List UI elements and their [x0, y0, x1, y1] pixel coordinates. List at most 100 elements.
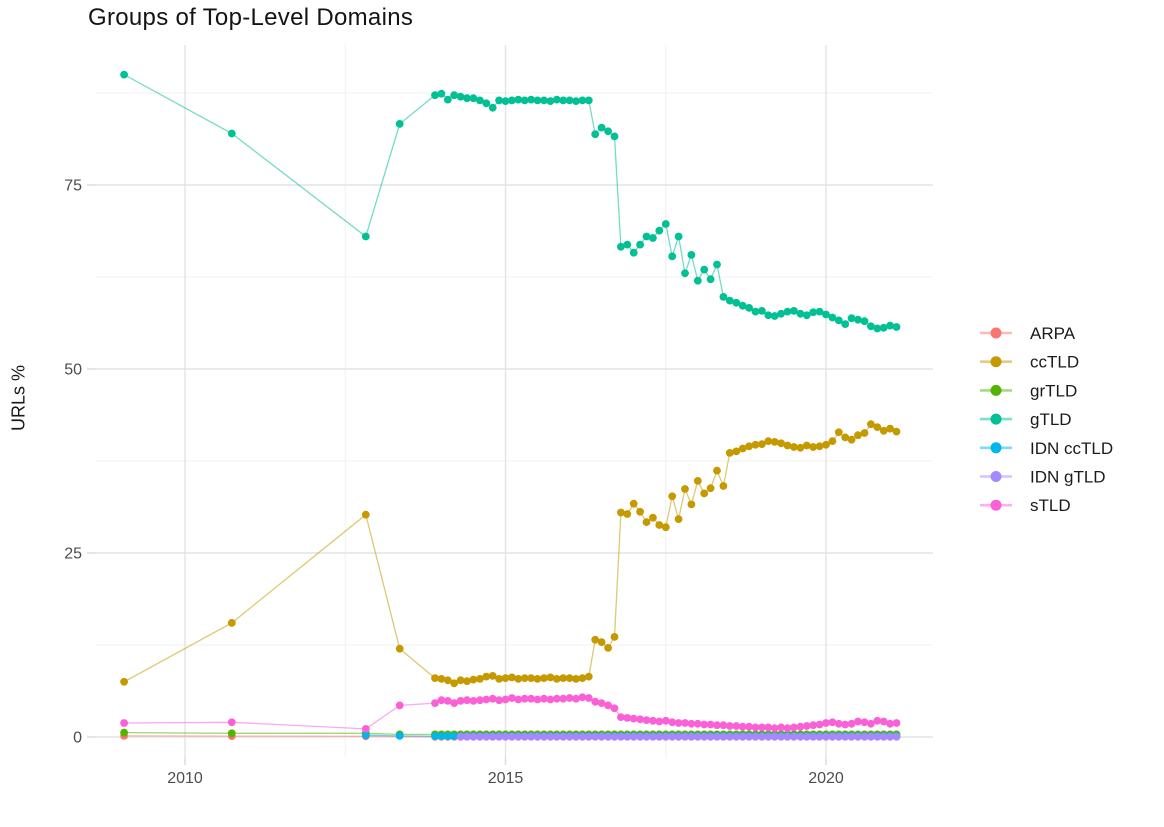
data-point-cctld — [482, 672, 491, 681]
data-point-idn-gtld — [777, 732, 785, 741]
data-point-idn-gtld — [546, 732, 555, 741]
data-point-cctld — [476, 675, 484, 683]
data-point-idn-gtld — [629, 732, 638, 741]
data-point-cctld — [790, 443, 798, 451]
data-point-idn-cctld — [437, 732, 446, 740]
data-point-cctld — [732, 447, 741, 456]
legend-key-dot-stld — [990, 499, 1002, 511]
data-point-idn-gtld — [482, 732, 491, 741]
data-point-idn-gtld — [706, 732, 715, 741]
data-point-stld — [713, 721, 721, 730]
data-point-idn-gtld — [790, 732, 798, 741]
data-point-gtld — [120, 70, 128, 79]
data-point-gtld — [738, 301, 747, 310]
data-point-cctld — [738, 444, 747, 453]
data-point-cctld — [674, 515, 683, 523]
data-point-stld — [610, 704, 619, 713]
data-point-stld — [469, 697, 478, 705]
data-point-gtld — [681, 269, 689, 278]
data-point-stld — [495, 696, 503, 705]
data-point-gtld — [227, 129, 236, 138]
data-point-stld — [540, 694, 548, 703]
data-point-idn-gtld — [770, 732, 779, 741]
data-point-idn-gtld — [674, 732, 683, 741]
data-point-idn-gtld — [815, 732, 824, 741]
data-point-idn-gtld — [834, 732, 843, 741]
data-point-cctld — [629, 499, 638, 508]
data-point-idn-gtld — [809, 732, 818, 741]
data-point-cctld — [463, 677, 471, 685]
data-point-grtld — [120, 728, 128, 737]
data-point-stld — [886, 719, 894, 728]
data-point-stld — [693, 719, 702, 728]
data-point-cctld — [520, 674, 529, 682]
data-point-stld — [431, 699, 439, 707]
data-point-gtld — [584, 96, 593, 105]
data-point-cctld — [892, 427, 901, 436]
data-point-idn-gtld — [565, 732, 574, 741]
data-point-idn-gtld — [828, 732, 837, 741]
data-point-cctld — [867, 420, 875, 429]
data-point-stld — [687, 719, 696, 728]
data-point-idn-gtld — [597, 732, 606, 741]
data-point-cctld — [540, 674, 548, 682]
data-point-gtld — [604, 127, 612, 136]
data-point-idn-gtld — [501, 732, 510, 741]
data-point-stld — [597, 699, 606, 707]
data-point-stld — [636, 715, 644, 724]
data-point-idn-gtld — [867, 732, 875, 741]
data-point-stld — [617, 713, 625, 721]
data-point-stld — [719, 721, 728, 730]
data-point-gtld — [636, 240, 644, 249]
data-point-idn-gtld — [456, 732, 465, 741]
data-point-gtld — [527, 95, 535, 104]
data-point-gtld — [597, 123, 606, 132]
data-point-cctld — [854, 431, 862, 440]
data-point-stld — [559, 694, 568, 703]
data-point-cctld — [617, 508, 625, 517]
data-point-stld — [649, 716, 657, 725]
y-tick-label: 50 — [64, 362, 82, 379]
data-point-cctld — [873, 423, 882, 431]
data-point-stld — [854, 717, 862, 726]
data-point-stld — [488, 694, 497, 703]
data-point-gtld — [572, 97, 580, 105]
data-point-idn-gtld — [758, 732, 766, 741]
chart-title: Groups of Top-Level Domains — [88, 4, 414, 31]
data-point-gtld — [578, 96, 587, 105]
data-point-stld — [450, 699, 459, 707]
data-point-gtld — [514, 95, 523, 104]
data-point-stld — [751, 723, 760, 732]
data-point-stld — [508, 694, 516, 702]
data-point-cctld — [847, 435, 856, 444]
data-point-idn-gtld — [745, 732, 753, 741]
data-point-gtld — [488, 103, 497, 112]
data-point-stld — [822, 719, 830, 727]
data-point-idn-gtld — [764, 732, 773, 741]
data-point-cctld — [693, 477, 702, 485]
data-point-gtld — [745, 304, 753, 312]
data-point-gtld — [841, 320, 850, 328]
data-point-cctld — [469, 675, 478, 684]
legend-key-dot-arpa — [990, 327, 1002, 339]
data-point-gtld — [431, 91, 439, 100]
data-point-idn-gtld — [713, 732, 721, 741]
legend-label-grtld: grTLD — [1030, 381, 1077, 400]
data-point-cctld — [450, 679, 459, 688]
data-point-cctld — [508, 673, 516, 682]
data-point-gtld — [559, 96, 568, 105]
data-point-cctld — [623, 510, 632, 518]
data-point-gtld — [758, 307, 766, 315]
data-point-cctld — [796, 443, 805, 452]
data-point-cctld — [565, 674, 574, 682]
data-point-gtld — [892, 323, 901, 331]
data-point-stld — [120, 719, 128, 727]
legend-key-dot-cctld — [990, 356, 1002, 368]
data-point-gtld — [552, 95, 561, 104]
data-point-cctld — [488, 672, 497, 680]
data-point-gtld — [395, 120, 404, 128]
data-point-gtld — [886, 321, 894, 330]
data-point-gtld — [687, 251, 696, 259]
data-point-stld — [847, 719, 856, 728]
legend-item-arpa: ARPA — [980, 324, 1076, 343]
